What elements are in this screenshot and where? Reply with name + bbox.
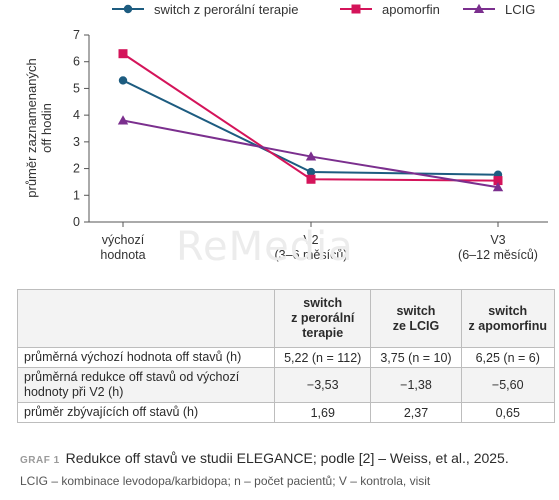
y-tick-label: 6 — [73, 55, 80, 69]
data-table: switch z perorální terapie switch ze LCIG s… — [17, 289, 555, 423]
series-1-point — [118, 76, 128, 85]
table-cell: 0,65 — [460, 402, 555, 423]
y-tick-label: 5 — [73, 81, 80, 95]
y-tick-label: 1 — [73, 188, 80, 202]
legend-marker — [473, 3, 485, 13]
y-tick-label: 7 — [73, 28, 80, 42]
table-cell: 5,22 (n = 112) — [273, 347, 372, 368]
legend-label: switch z perorální terapie — [154, 2, 299, 17]
y-axis-title: průměr zaznamenaných — [24, 58, 39, 197]
y-tick-label: 2 — [73, 162, 80, 176]
series-1-point — [306, 167, 316, 177]
table-row: průměr zbývajících off stavů (h) 1,69 2,… — [17, 402, 555, 423]
x-tick-label: V3 — [490, 233, 505, 247]
caption-tag: GRAF 1 — [20, 455, 60, 466]
x-tick-label: hodnota — [100, 248, 145, 262]
x-tick-label: (6–12 měsíců) — [458, 248, 538, 262]
series-3-point — [492, 182, 504, 192]
table-cell: −3,53 — [273, 367, 372, 403]
series-3-point — [305, 151, 317, 161]
table-header-col-2: switch ze LCIG — [370, 289, 462, 348]
series-line-2 — [122, 52, 499, 182]
series-line-1 — [122, 79, 499, 176]
table-row-label: průměrná výchozí hodnota off stavů (h) — [17, 347, 275, 368]
x-tick-label: V2 — [303, 233, 318, 247]
table-row: průměrná redukce off stavů od výchozí ho… — [17, 367, 555, 403]
figure-note: LCIG – kombinace levodopa/karbidopa; n –… — [20, 474, 431, 488]
series-3-point — [117, 115, 129, 125]
table-cell: −1,38 — [370, 367, 462, 403]
legend-label: LCIG — [505, 2, 535, 17]
figure-caption: GRAF 1 Redukce off stavů ve studii ELEGAN… — [20, 450, 509, 466]
y-axis-title: off hodin — [39, 103, 54, 153]
y-tick-label: 4 — [73, 108, 80, 122]
caption-text: Redukce off stavů ve studii ELEGANCE; po… — [65, 450, 509, 466]
table-row-label: průměrná redukce off stavů od výchozí ho… — [17, 367, 275, 403]
legend-marker — [351, 4, 361, 14]
table-cell: −5,60 — [460, 367, 555, 403]
table-cell: 6,25 (n = 6) — [460, 347, 555, 368]
table-header-col-3: switch z apomorfinu — [460, 289, 555, 348]
table-row-label: průměr zbývajících off stavů (h) — [17, 402, 275, 423]
x-tick-label: (3–6 měsíců) — [275, 248, 348, 262]
table-row: průměrná výchozí hodnota off stavů (h) 5… — [17, 347, 555, 368]
table-header-empty — [17, 289, 275, 348]
table-cell: 1,69 — [273, 402, 372, 423]
series-2-point — [118, 49, 128, 59]
legend-label: apomorfin — [382, 2, 440, 17]
x-tick-label: výchozí — [102, 233, 145, 247]
y-tick-label: 3 — [73, 135, 80, 149]
legend-marker — [123, 4, 133, 14]
series-2-point — [493, 176, 503, 186]
table-cell: 3,75 (n = 10) — [370, 347, 462, 368]
table-header-row: switch z perorální terapie switch ze LCIG s… — [17, 289, 555, 348]
series-2-point — [306, 174, 316, 184]
table-cell: 2,37 — [370, 402, 462, 423]
y-tick-label: 0 — [73, 215, 80, 229]
table-header-col-1: switch z perorální terapie — [273, 289, 372, 348]
